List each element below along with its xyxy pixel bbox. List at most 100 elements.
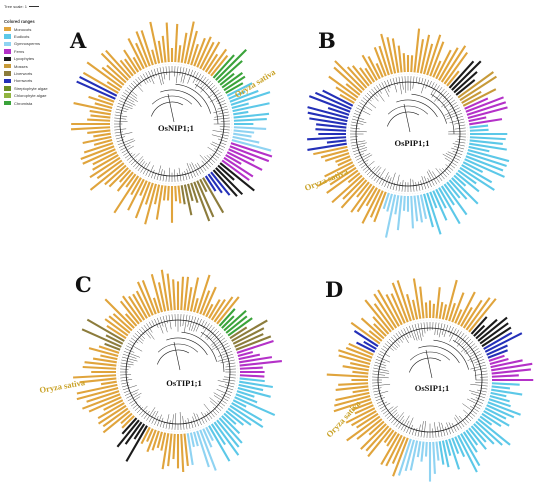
tree-branch — [179, 66, 182, 76]
tip-label-bar — [230, 91, 271, 106]
tip-label-bar — [461, 164, 493, 184]
tip-label-bar — [231, 402, 263, 422]
tree-branch — [121, 359, 134, 363]
tree-internal-clade — [411, 93, 447, 124]
tip-label-bar — [133, 423, 146, 440]
tip-label-bar — [451, 437, 460, 455]
legend-swatch — [4, 49, 11, 54]
tree-branch — [187, 69, 193, 84]
tip-label-bar — [212, 169, 238, 197]
tree-branch — [395, 415, 405, 428]
tip-label-bar — [144, 182, 154, 205]
tip-label-bar — [81, 328, 122, 348]
tip-label-bar — [420, 441, 425, 462]
tip-label-bar — [369, 190, 384, 218]
tip-label-bar — [225, 82, 244, 94]
tree-branch — [448, 325, 451, 333]
tip-label-bar — [338, 349, 372, 362]
tree-branch — [148, 165, 154, 178]
tree-branch — [449, 118, 465, 124]
tree-branch — [123, 351, 140, 358]
tree-guide-ring — [117, 311, 239, 433]
tip-label-bar — [106, 81, 121, 92]
tree-branch — [189, 163, 196, 178]
tree-branch — [219, 128, 230, 131]
tree-branch — [443, 99, 456, 109]
tip-label-bar — [453, 71, 478, 94]
tip-label-bar — [202, 286, 217, 316]
tip-label-bar — [190, 43, 199, 66]
tree-branch — [369, 90, 379, 102]
tree-branch — [425, 79, 429, 89]
tip-label-bar — [346, 66, 368, 89]
tree-branch — [201, 160, 209, 170]
tip-label-bar — [454, 436, 466, 458]
tip-label-bar — [162, 185, 167, 201]
tree-branch — [146, 323, 153, 333]
tip-label-bar — [232, 327, 265, 345]
tip-label-bar — [368, 330, 383, 342]
tree-branch — [213, 407, 220, 414]
tree-branch — [200, 78, 209, 89]
tree-branch — [200, 411, 208, 423]
tree-branch — [188, 315, 194, 331]
tip-label-bar — [116, 171, 134, 192]
tree-branch — [388, 412, 398, 422]
tip-label-bar — [477, 418, 511, 446]
legend-item-streptophyte-algae: Streptophyte algae — [4, 85, 66, 92]
tree-branch — [168, 420, 171, 430]
tip-label-bar — [462, 161, 484, 173]
tip-label-bar — [342, 177, 365, 200]
tree-branch — [136, 330, 146, 340]
tip-label-bar — [491, 368, 532, 375]
tree-branch — [460, 341, 474, 353]
tree-branch — [395, 77, 398, 85]
tip-label-bar — [223, 412, 237, 425]
tip-label-bar — [386, 431, 398, 447]
tip-label-bar — [365, 187, 378, 207]
tip-label-bar — [221, 159, 250, 181]
tree-branch — [157, 317, 164, 334]
tip-label-bar — [210, 54, 229, 77]
tree-branch — [156, 67, 162, 86]
tip-label-bar — [448, 179, 468, 200]
tip-label-bar — [438, 301, 444, 319]
tree-branch — [393, 334, 401, 343]
tip-label-bar — [199, 41, 215, 70]
tip-label-bar — [338, 354, 371, 365]
legend-item-liverworts: Liverworts — [4, 70, 66, 77]
tip-label-bar — [352, 388, 369, 394]
tree-branch — [191, 162, 199, 176]
tree-branch — [168, 167, 170, 182]
tip-label-bar — [441, 440, 450, 468]
legend-title: Colored ranges — [4, 19, 35, 24]
tree-branch — [454, 121, 465, 125]
tree-branch — [216, 389, 232, 396]
tip-label-bar — [337, 158, 352, 167]
tip-label-bar — [87, 118, 111, 122]
tree-branch — [445, 167, 452, 173]
tip-label-bar — [232, 102, 270, 113]
tip-label-bar — [234, 396, 276, 417]
tip-label-bar — [462, 299, 483, 329]
tree-branch — [461, 338, 472, 349]
tip-label-bar — [416, 195, 424, 223]
tip-label-bar — [440, 45, 467, 83]
tip-label-bar — [132, 293, 148, 319]
tip-label-bar — [223, 309, 247, 332]
tip-label-bar — [90, 114, 111, 119]
tip-label-bar — [146, 428, 154, 443]
tree-branch — [195, 164, 202, 175]
tree-branch — [204, 413, 210, 421]
tip-label-bar — [108, 167, 129, 188]
tree-branch — [448, 163, 456, 169]
tip-label-bar — [451, 177, 479, 205]
tree-branch — [207, 146, 221, 156]
tree-branch — [193, 317, 199, 332]
tip-label-bar — [386, 37, 397, 74]
tip-label-bar — [440, 185, 455, 206]
tip-label-bar — [469, 142, 507, 151]
tree-branch — [114, 128, 127, 131]
tip-label-bar — [373, 303, 395, 331]
